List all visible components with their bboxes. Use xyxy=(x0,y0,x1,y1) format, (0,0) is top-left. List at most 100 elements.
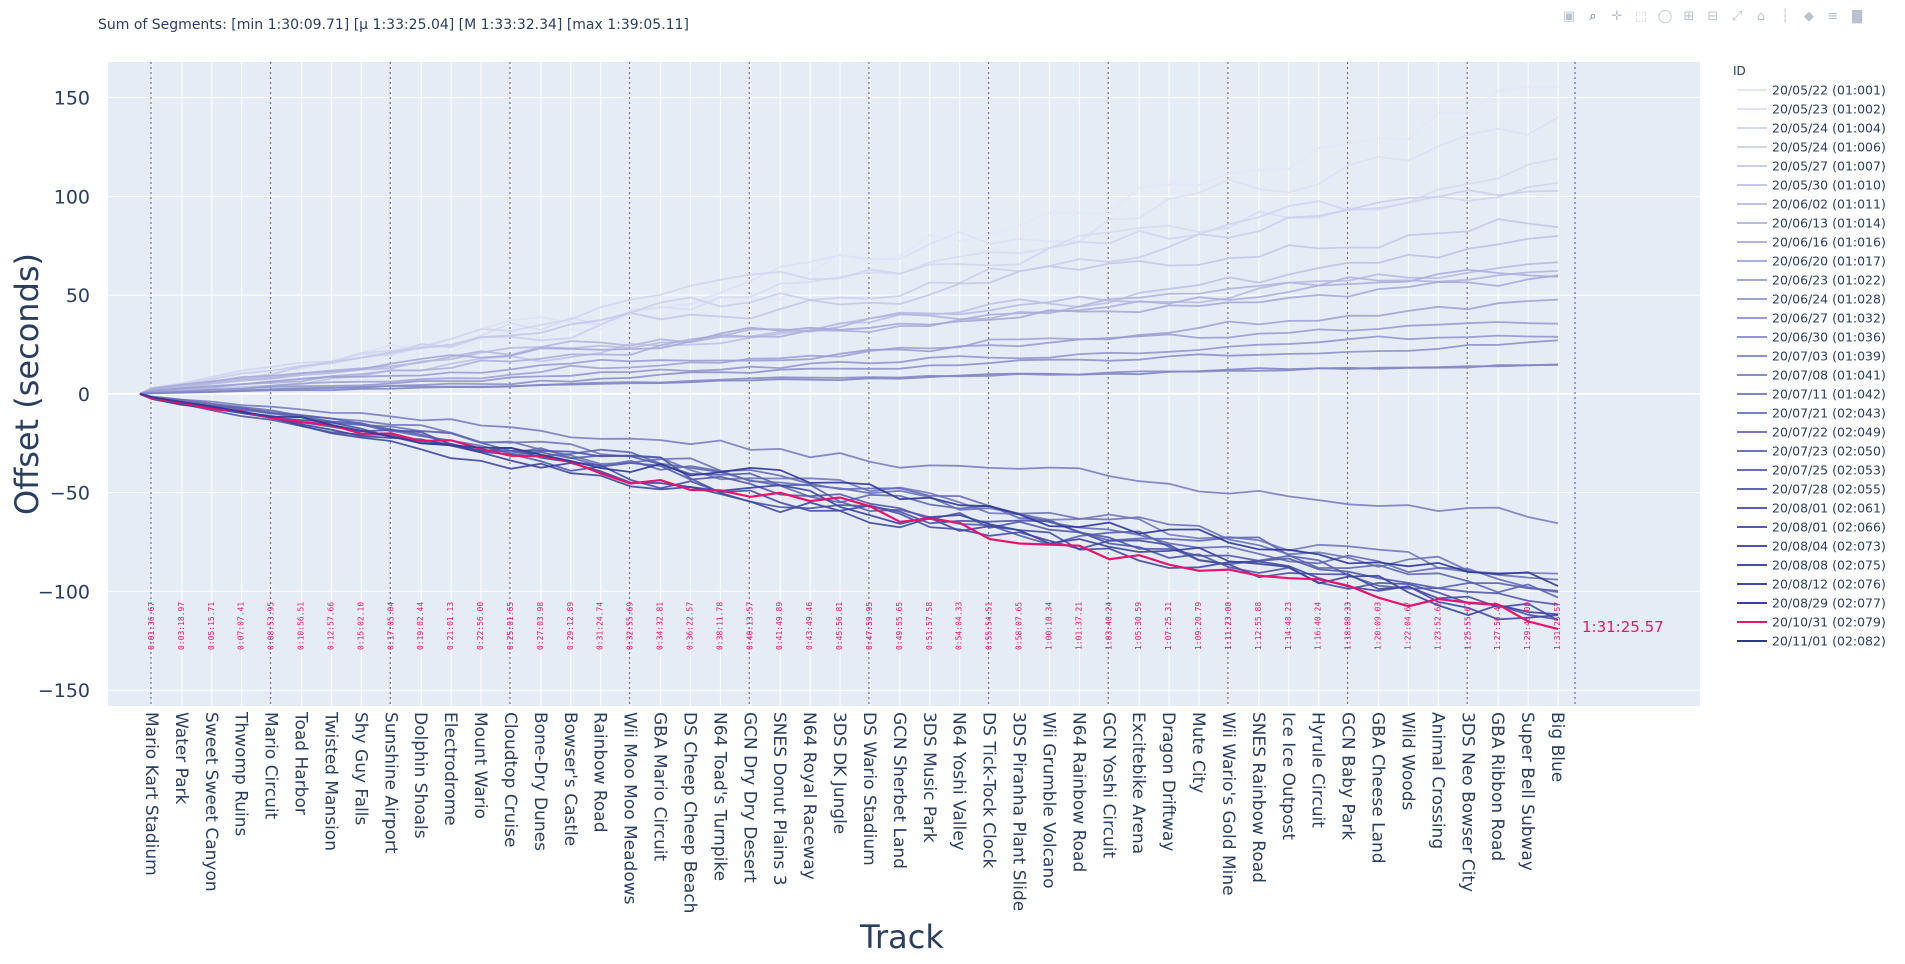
legend-label: 20/11/01 (02:082) xyxy=(1772,634,1886,649)
legend-item[interactable]: 20/07/22 (02:049) xyxy=(1737,425,1886,440)
cumulative-time-label: 0:41:49.89 xyxy=(775,602,784,650)
hover-compare-icon[interactable]: ≡ xyxy=(1827,8,1839,24)
camera-icon[interactable]: ▣ xyxy=(1562,8,1576,24)
legend-item[interactable]: 20/08/08 (02:075) xyxy=(1737,558,1886,573)
legend-item[interactable]: 20/06/30 (01:036) xyxy=(1737,330,1886,345)
cumulative-time-label: 1:11:23.08 xyxy=(1224,602,1233,650)
legend-item[interactable]: 20/07/23 (02:050) xyxy=(1737,444,1886,459)
series-line[interactable] xyxy=(139,321,1559,395)
legend-item[interactable]: 20/08/04 (02:073) xyxy=(1737,539,1886,554)
legend-item[interactable]: 20/07/08 (01:041) xyxy=(1737,368,1886,383)
legend-item[interactable]: 20/10/31 (02:079) xyxy=(1737,615,1886,630)
legend-item[interactable]: 20/05/27 (01:007) xyxy=(1737,159,1886,174)
legend-title: ID xyxy=(1733,64,1746,78)
zoom-icon[interactable]: ⌕ xyxy=(1589,8,1597,24)
x-tick-label: Rainbow Road xyxy=(590,712,610,833)
series-line[interactable] xyxy=(139,218,1559,395)
reset-axes-icon[interactable]: ⌂ xyxy=(1756,8,1766,24)
series-line[interactable] xyxy=(139,334,1559,395)
series-line[interactable] xyxy=(139,393,1559,592)
legend-label: 20/07/25 (02:053) xyxy=(1772,463,1886,478)
x-tick-label: Sweet Sweet Canyon xyxy=(201,712,221,892)
series-line[interactable] xyxy=(139,393,1559,621)
end-time-annotation: 1:31:25.57 xyxy=(1582,618,1664,636)
spike-lines-icon[interactable]: ┆ xyxy=(1781,8,1789,24)
cumulative-time-label: 1:23:52.62 xyxy=(1433,602,1442,650)
series-line[interactable] xyxy=(139,274,1559,395)
legend-item[interactable]: 20/06/16 (01:016) xyxy=(1737,235,1886,250)
y-axis-title: Offset (seconds) xyxy=(8,253,46,515)
series-line[interactable] xyxy=(139,393,1559,587)
pan-icon[interactable]: ✛ xyxy=(1611,8,1623,24)
legend-item[interactable]: 20/07/25 (02:053) xyxy=(1737,463,1886,478)
legend-item[interactable]: 20/06/13 (01:014) xyxy=(1737,216,1886,231)
legend-item[interactable]: 20/05/24 (01:004) xyxy=(1737,121,1886,136)
x-tick-label: Animal Crossing xyxy=(1427,712,1447,849)
legend-item[interactable]: 20/06/27 (01:032) xyxy=(1737,311,1886,326)
legend-item[interactable]: 20/07/11 (01:042) xyxy=(1737,387,1886,402)
plot-area[interactable] xyxy=(108,62,1700,706)
series-line[interactable] xyxy=(139,182,1559,395)
legend-item[interactable]: 20/07/21 (02:043) xyxy=(1737,406,1886,421)
series-line[interactable] xyxy=(139,364,1559,395)
legend-label: 20/06/13 (01:014) xyxy=(1772,216,1886,231)
x-tick-label: Mute City xyxy=(1188,712,1208,793)
legend-item[interactable]: 20/08/01 (02:061) xyxy=(1737,501,1886,516)
series-line[interactable] xyxy=(139,298,1559,395)
y-tick-label: 150 xyxy=(54,88,90,110)
legend-item[interactable]: 20/06/24 (01:028) xyxy=(1737,292,1886,307)
legend-item[interactable]: 20/05/24 (01:006) xyxy=(1737,140,1886,155)
legend-item[interactable]: 20/05/22 (01:001) xyxy=(1737,83,1886,98)
series-line[interactable] xyxy=(139,392,1559,631)
cumulative-time-label: 0:15:02.10 xyxy=(356,602,365,650)
legend-label: 20/06/20 (01:017) xyxy=(1772,254,1886,269)
legend-item[interactable]: 20/07/28 (02:055) xyxy=(1737,482,1886,497)
box-select-icon[interactable]: ⬚ xyxy=(1634,8,1648,24)
x-tick-label: GBA Cheese Land xyxy=(1368,712,1388,864)
plotly-logo-icon[interactable]: ▇ xyxy=(1852,8,1862,24)
x-tick-label: N64 Yoshi Valley xyxy=(949,712,969,851)
x-tick-label: 3DS Piranha Plant Slide xyxy=(1009,712,1029,911)
legend-label: 20/10/31 (02:079) xyxy=(1772,615,1886,630)
cumulative-time-label: 1:14:48.23 xyxy=(1284,602,1293,650)
legend-label: 20/06/24 (01:028) xyxy=(1772,292,1886,307)
legend-label: 20/05/27 (01:007) xyxy=(1772,159,1886,174)
zoom-out-icon[interactable]: ⊟ xyxy=(1707,8,1719,24)
autoscale-icon[interactable]: ⤢ xyxy=(1731,8,1743,24)
hover-closest-icon[interactable]: ◆ xyxy=(1804,8,1814,24)
cumulative-time-label: 0:45:56.81 xyxy=(835,602,844,650)
legend-item[interactable]: 20/06/20 (01:017) xyxy=(1737,254,1886,269)
x-tick-label: 3DS DK Jungle xyxy=(829,712,849,834)
legend-label: 20/05/23 (01:002) xyxy=(1772,102,1886,117)
cumulative-time-label: 0:36:22.57 xyxy=(685,602,694,650)
legend-item[interactable]: 20/08/12 (02:076) xyxy=(1737,577,1886,592)
cumulative-time-label: 0:25:01.65 xyxy=(506,602,515,650)
legend-item[interactable]: 20/11/01 (02:082) xyxy=(1737,634,1886,649)
legend-label: 20/07/11 (01:042) xyxy=(1772,387,1886,402)
x-tick-label: DS Cheep Cheep Beach xyxy=(679,712,699,913)
legend-item[interactable]: 20/05/30 (01:010) xyxy=(1737,178,1886,193)
legend-item[interactable]: 20/06/02 (01:011) xyxy=(1737,197,1886,212)
zoom-in-icon[interactable]: ⊞ xyxy=(1683,8,1695,24)
x-tick-label: Electrodrome xyxy=(440,712,460,826)
series-line[interactable] xyxy=(139,85,1559,395)
x-tick-label: 3DS Neo Bowser City xyxy=(1457,712,1477,892)
x-tick-label: Bowser's Castle xyxy=(560,712,580,846)
cumulative-time-label: 1:05:30.59 xyxy=(1134,602,1143,650)
legend-item[interactable]: 20/08/01 (02:066) xyxy=(1737,520,1886,535)
x-tick-label: GCN Yoshi Circuit xyxy=(1098,712,1118,859)
lasso-icon[interactable]: ◯ xyxy=(1657,8,1673,24)
legend-item[interactable]: 20/05/23 (01:002) xyxy=(1737,102,1886,117)
legend-item[interactable]: 20/08/29 (02:077) xyxy=(1737,596,1886,611)
cumulative-time-label: 0:12:57.66 xyxy=(326,602,335,650)
series-line[interactable] xyxy=(139,393,1559,575)
x-tick-label: 3DS Music Park xyxy=(919,712,939,843)
series-line[interactable] xyxy=(139,393,1559,617)
legend-label: 20/08/29 (02:077) xyxy=(1772,596,1886,611)
cumulative-time-label: 0:19:02.44 xyxy=(416,602,425,650)
series-line[interactable] xyxy=(139,392,1559,525)
legend-item[interactable]: 20/07/03 (01:039) xyxy=(1737,349,1886,364)
x-tick-label: Mount Wario xyxy=(470,712,490,819)
legend-item[interactable]: 20/06/23 (01:022) xyxy=(1737,273,1886,288)
